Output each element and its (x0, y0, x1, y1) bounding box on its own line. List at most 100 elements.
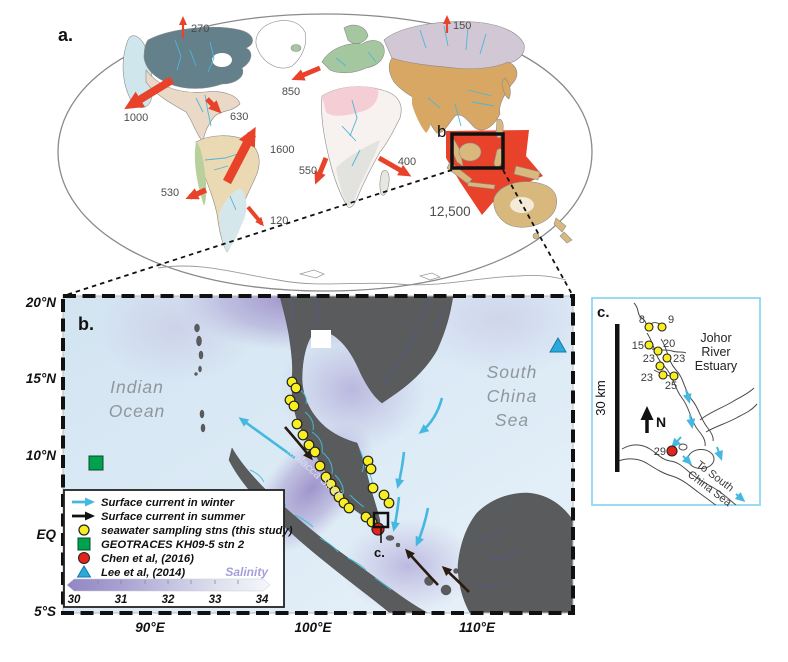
discharge-value-150: 150 (453, 20, 471, 32)
connector-line-left (62, 169, 453, 297)
india (412, 95, 433, 133)
tasmania (532, 232, 540, 240)
estuary-title-line2: River (701, 345, 730, 359)
chen-legend-icon (78, 552, 90, 564)
station-label-29: 29 (654, 446, 666, 458)
small-island (453, 568, 459, 574)
continents (122, 20, 525, 253)
andaman-island (198, 365, 202, 373)
australia-interior (510, 197, 534, 213)
salinity-label: Salinity (225, 565, 269, 579)
belitung-island (440, 584, 452, 596)
panel-b-label: b. (78, 314, 94, 334)
lon-tick-110e: 110°E (459, 620, 496, 635)
scs-label-line3: Sea (495, 410, 529, 430)
panel-a-world-map: a. 270 150 1000 630 850 1600 550 400 530… (57, 13, 593, 297)
scale-bar (615, 324, 620, 472)
nicobar-island (199, 409, 205, 419)
riau-island (395, 542, 401, 548)
legend-chen-label: Chen et al, (2016) (101, 553, 194, 565)
lon-tick-90e: 90°E (135, 620, 165, 635)
coastal-data-gap (311, 330, 331, 348)
legend: Surface current in winter Surface curren… (63, 489, 293, 608)
scandinavia (343, 24, 369, 44)
africa-northwest-basin (322, 86, 379, 116)
arrow-1600 (223, 126, 256, 185)
scs-label-line1: South (487, 362, 538, 382)
indian-ocean-label-line1: Indian (110, 377, 164, 397)
station-label-23a: 23 (673, 353, 685, 365)
andaman-island (198, 350, 204, 360)
world-rivers (174, 25, 495, 211)
japan (501, 77, 511, 100)
lat-tick-10n: 10°N (26, 448, 56, 463)
discharge-value-1000: 1000 (124, 112, 148, 124)
station-legend-icon (78, 524, 90, 536)
andaman-island (196, 335, 202, 347)
discharge-value-12500: 12,500 (429, 204, 470, 219)
lon-tick-100e: 100°E (295, 620, 333, 635)
discharge-value-850: 850 (282, 86, 300, 98)
north-arrow-head (640, 406, 654, 420)
discharge-value-630: 630 (230, 111, 248, 123)
borneo (457, 492, 573, 613)
legend-stations-label: seawater sampling stns (this study) (101, 525, 293, 537)
new-guinea-small (513, 165, 541, 181)
south-america-south-basin (219, 188, 247, 252)
discharge-value-120: 120 (270, 215, 288, 227)
legend-geotraces-label: GEOTRACES KH09-5 stn 2 (101, 539, 245, 551)
colorbar-tick-34: 34 (256, 594, 269, 606)
estuary-stations (644, 322, 679, 381)
discharge-value-270: 270 (191, 23, 209, 35)
new-zealand-south (559, 231, 573, 244)
madagascar (379, 170, 390, 196)
geotraces-legend-icon (77, 537, 91, 551)
andaman-island (194, 372, 198, 376)
discharge-value-530: 530 (161, 187, 179, 199)
north-america-arctic-basin (143, 26, 253, 89)
station-label-8: 8 (639, 314, 645, 326)
discharge-value-550: 550 (299, 165, 317, 177)
panel-b-dashed-frame (61, 294, 575, 615)
antarctica-detail (298, 269, 441, 281)
sampling-stations (284, 376, 395, 528)
colorbar-tick-32: 32 (162, 594, 175, 606)
salinity-plume-south (340, 518, 476, 613)
arrow-400 (377, 155, 412, 177)
station-label-20: 20 (663, 338, 675, 350)
station-label-15: 15 (632, 340, 644, 352)
andaman-island (194, 323, 200, 333)
africa-southeast-basin (336, 140, 380, 206)
connector-line-right (502, 169, 574, 297)
panel-c-content (615, 302, 758, 505)
summer-current-arrows (284, 426, 470, 593)
lat-tick-20n: 20°N (25, 295, 56, 310)
iceland (290, 44, 302, 52)
panel-c-label: c. (597, 304, 610, 321)
arrow-530 (185, 187, 208, 200)
salinity-plume-andaman (95, 296, 255, 383)
station-label-9: 9 (668, 314, 674, 326)
panel-b-regional-map: Indian Ocean South China Sea Malacca Str… (25, 294, 575, 635)
discharge-value-400: 400 (398, 156, 416, 168)
java-small (467, 181, 496, 190)
colorbar-tick-31: 31 (115, 594, 128, 606)
europe (321, 40, 385, 74)
station-label-23c: 23 (641, 372, 653, 384)
lat-tick-15n: 15°N (26, 371, 56, 386)
inset-c-ref-label: c. (374, 545, 385, 560)
legend-winter-label: Surface current in winter (101, 497, 235, 509)
riau-island (385, 535, 395, 541)
estuary-title-line3: Estuary (695, 359, 738, 373)
station-label-23b: 23 (643, 353, 655, 365)
arrow-630 (205, 97, 222, 114)
indochina-rivers (289, 297, 521, 587)
winter-current-arrows (238, 397, 444, 547)
arrow-850 (291, 65, 321, 81)
lee-marker (549, 336, 567, 353)
colorbar-tick-33: 33 (209, 594, 222, 606)
lat-tick-5s: 5°S (34, 604, 56, 619)
discharge-value-1600: 1600 (270, 144, 294, 156)
antarctica-outline (157, 265, 567, 286)
